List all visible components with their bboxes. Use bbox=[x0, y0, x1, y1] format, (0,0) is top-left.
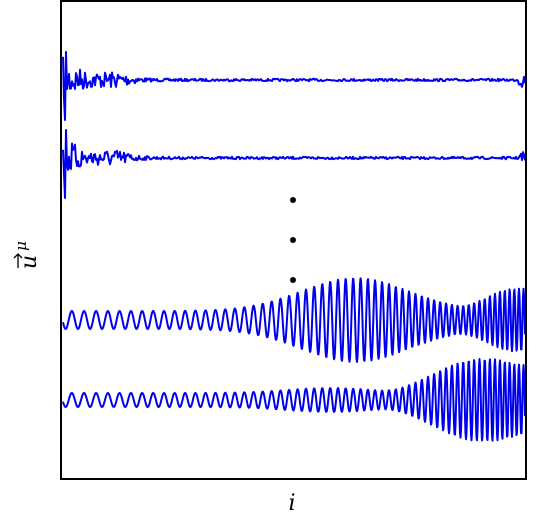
x-axis-label: i bbox=[288, 491, 295, 516]
ellipsis-dot bbox=[290, 277, 296, 283]
oscillating-trace bbox=[62, 277, 526, 363]
oscillating-trace bbox=[62, 358, 526, 442]
vector-arrow bbox=[13, 253, 23, 268]
frame bbox=[60, 0, 527, 480]
ellipsis-dot bbox=[290, 197, 296, 203]
y-axis-label: u μ bbox=[12, 241, 42, 269]
noisy-trace bbox=[62, 51, 526, 121]
y-label-superscript: μ bbox=[12, 241, 30, 251]
ellipsis-dot bbox=[290, 237, 296, 243]
plot-area bbox=[62, 51, 526, 442]
noisy-trace bbox=[62, 129, 526, 199]
y-label-base: u bbox=[17, 255, 42, 269]
